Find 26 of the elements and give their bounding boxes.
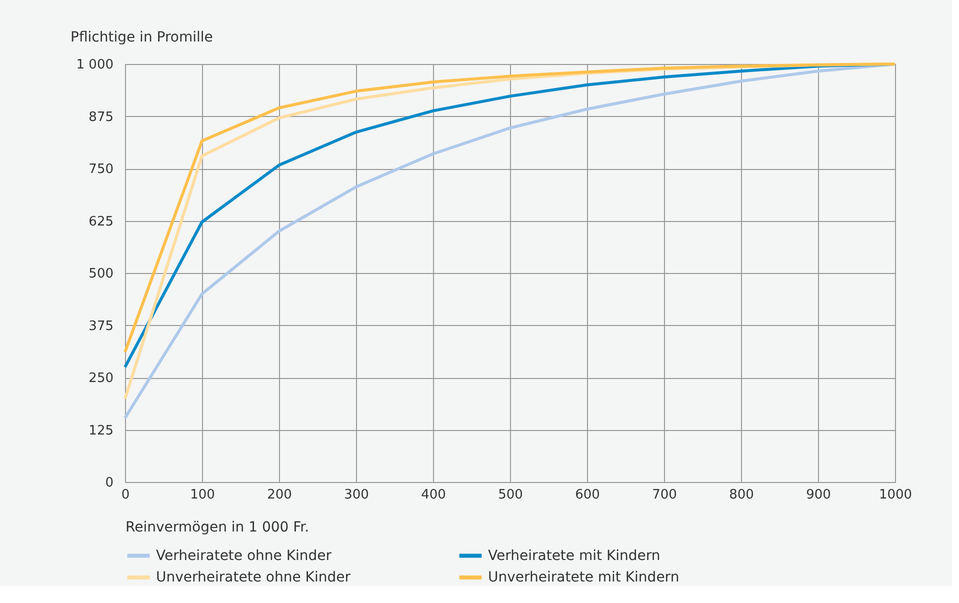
x-tick-label: 400 [421, 488, 446, 502]
x-tick-label: 200 [267, 488, 292, 502]
x-tick-label: 1000 [878, 488, 912, 502]
x-tick-label: 700 [652, 488, 677, 502]
y-tick-label: 0 [105, 476, 114, 490]
x-tick-label: 300 [344, 488, 369, 502]
legend-label: Unverheiratete ohne Kinder [156, 570, 351, 586]
y-tick-label: 250 [88, 371, 114, 386]
y-axis-title: Pflichtige in Promille [70, 30, 213, 46]
x-tick-label: 0 [121, 488, 130, 502]
x-tick-label: 800 [729, 488, 754, 502]
y-tick-label: 625 [88, 214, 114, 230]
x-tick-label: 500 [498, 488, 523, 502]
y-tick-label: 125 [88, 423, 114, 438]
y-tick-label: 500 [88, 266, 114, 282]
x-tick-label: 900 [806, 488, 831, 502]
y-tick-label: 375 [88, 318, 114, 334]
legend-label: Unverheiratete mit Kindern [488, 570, 680, 586]
x-tick-label: 100 [190, 488, 215, 502]
legend-label: Verheiratete mit Kindern [488, 548, 660, 564]
x-tick-label: 600 [575, 488, 600, 502]
y-tick-label: 750 [88, 162, 114, 177]
x-axis-title: Reinvermögen in 1 000 Fr. [126, 520, 310, 536]
y-tick-label: 875 [88, 110, 114, 125]
y-tick-label: 1 000 [76, 58, 114, 72]
legend-label: Verheiratete ohne Kinder [156, 548, 332, 564]
